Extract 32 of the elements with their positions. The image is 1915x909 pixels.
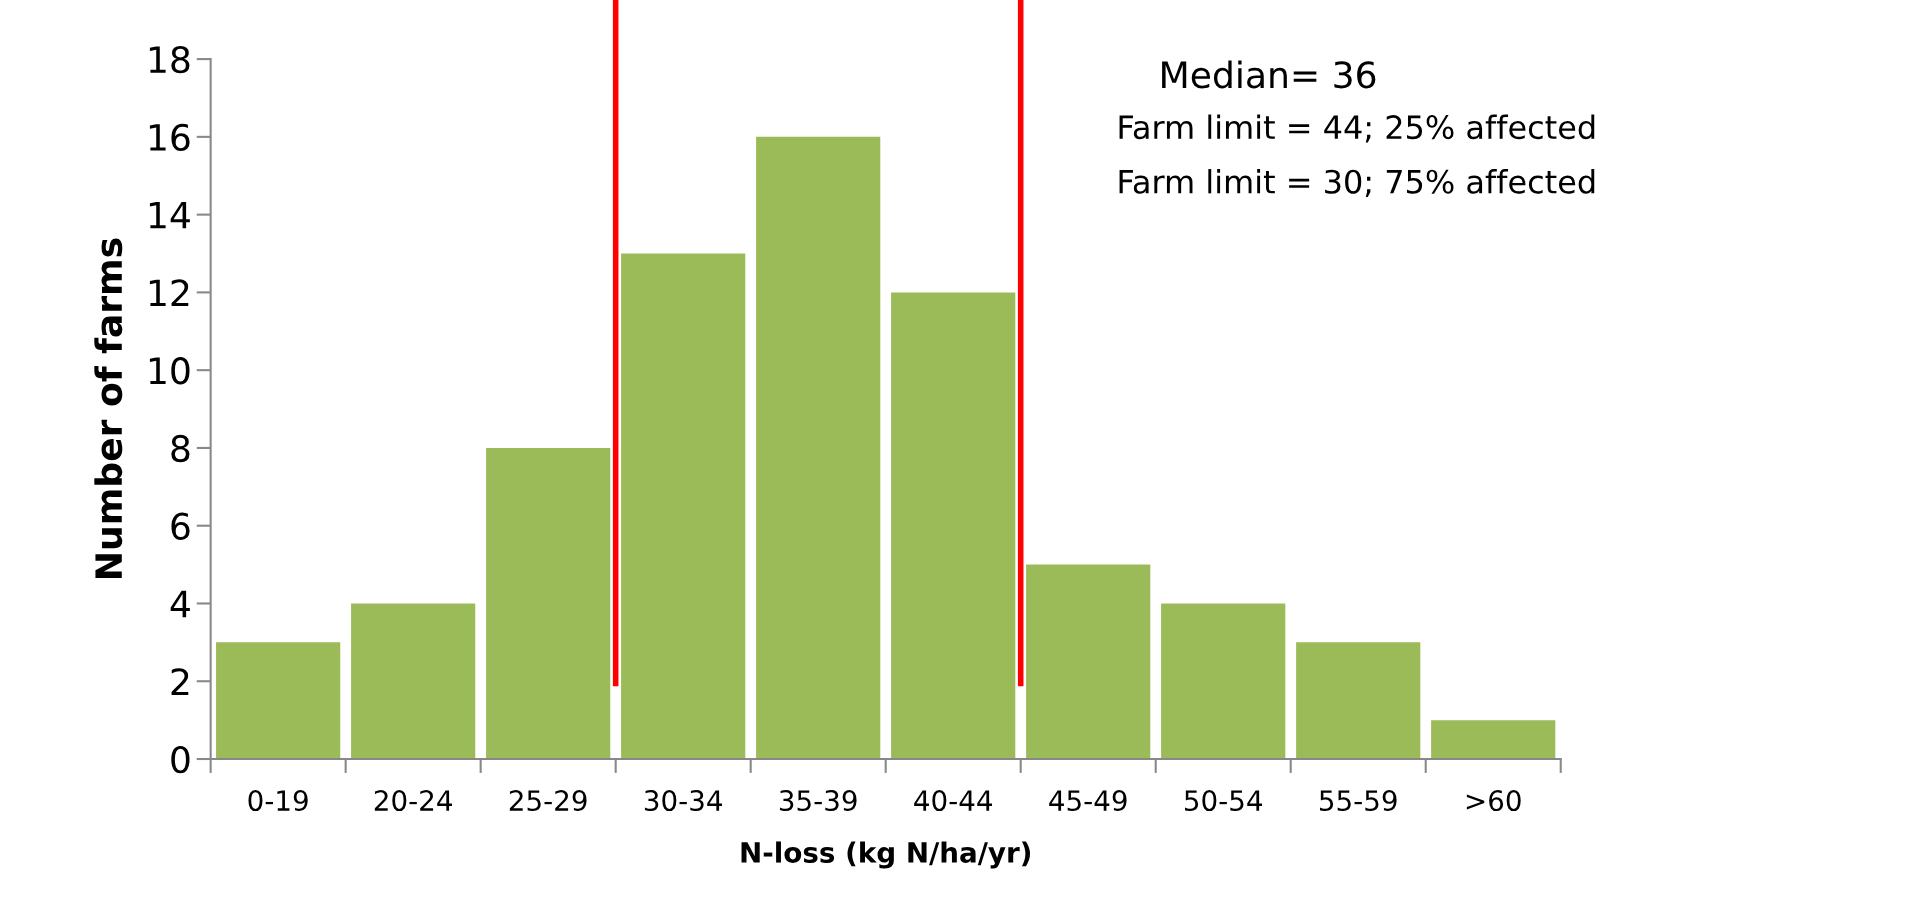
y-tick-label: 8 bbox=[171, 434, 190, 463]
bar bbox=[1161, 603, 1286, 760]
bar bbox=[1431, 720, 1556, 760]
y-tick-label: 18 bbox=[149, 46, 190, 74]
x-tick-label: 45-49 bbox=[1049, 790, 1127, 812]
bar bbox=[756, 136, 881, 760]
x-tick-label: 50-54 bbox=[1184, 790, 1263, 812]
bar bbox=[216, 642, 341, 760]
x-tick-label: 0-19 bbox=[248, 790, 308, 812]
y-tick-label: 6 bbox=[171, 512, 190, 540]
x-tick-label: 30-34 bbox=[644, 790, 722, 812]
y-tick-label: 14 bbox=[149, 202, 190, 229]
bar bbox=[1296, 642, 1421, 760]
annotation: Farm limit = 44; 25% affected bbox=[1119, 114, 1595, 143]
y-tick-label: 16 bbox=[149, 123, 190, 152]
y-axis-title: Number of farms bbox=[94, 238, 123, 578]
bar bbox=[351, 603, 476, 760]
x-tick-label: 25-29 bbox=[509, 790, 587, 812]
annotation: Farm limit = 30; 75% affected bbox=[1119, 169, 1595, 198]
annotation: Median= 36 bbox=[1162, 60, 1376, 89]
y-tick-label: 2 bbox=[171, 668, 189, 695]
y-tick-label: 10 bbox=[149, 357, 190, 385]
bar bbox=[1026, 564, 1151, 760]
y-tick-label: 4 bbox=[170, 590, 190, 618]
x-axis-title: N-loss (kg N/ha/yr) bbox=[741, 841, 1030, 869]
y-tick-label: 12 bbox=[149, 279, 189, 307]
x-tick-label: 40-44 bbox=[914, 790, 992, 812]
x-tick-label: 20-24 bbox=[374, 790, 452, 812]
x-tick-label: 35-39 bbox=[779, 790, 857, 812]
y-tick-label: 0 bbox=[171, 745, 190, 774]
x-tick-label: 55-59 bbox=[1320, 790, 1397, 812]
x-tick-label: >60 bbox=[1466, 790, 1521, 812]
